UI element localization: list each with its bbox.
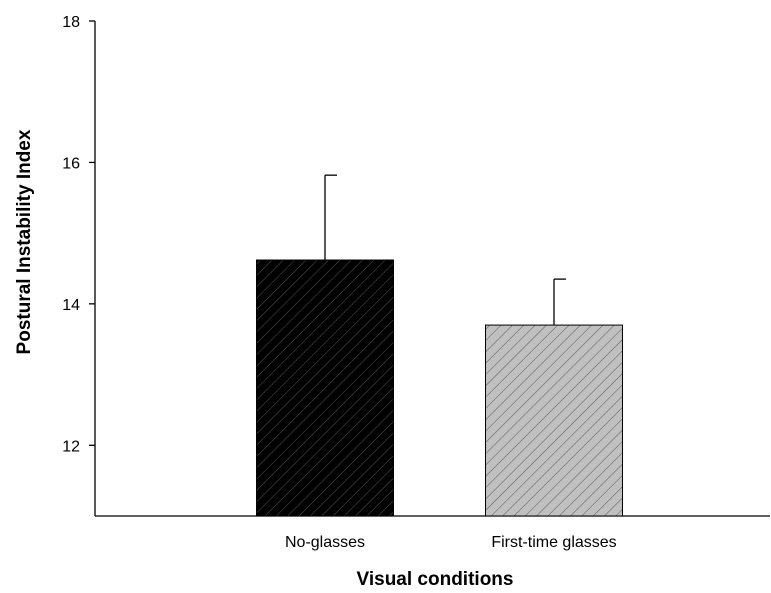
y-axis-title: Postural Instability Index [14,129,35,354]
bar-no-glasses [256,259,394,517]
x-category-label: First-time glasses [491,534,616,551]
y-tick-label: 14 [62,297,80,314]
y-axis-ticks: 12 14 16 18 [62,14,95,455]
y-tick-label: 18 [62,14,80,31]
y-tick-label: 12 [62,438,80,455]
x-category-label: No-glasses [285,534,365,551]
x-axis-category-labels: No-glasses First-time glasses [285,534,617,551]
x-axis-title: Visual conditions [357,569,514,590]
bars [256,259,623,517]
bar-first-time-glasses [485,324,623,517]
error-bars [324,174,566,326]
y-tick-label: 16 [62,155,80,172]
